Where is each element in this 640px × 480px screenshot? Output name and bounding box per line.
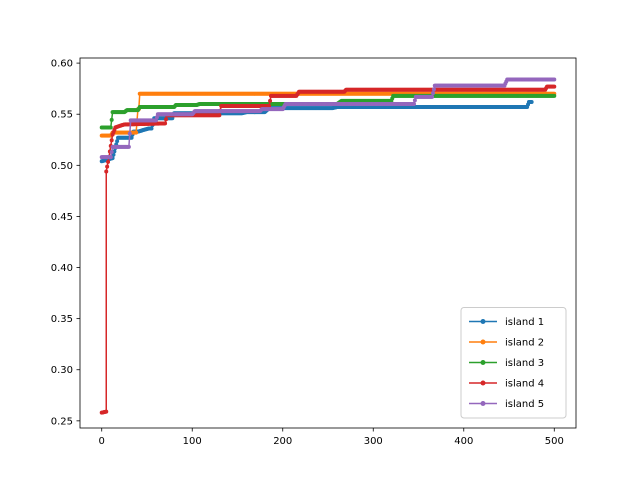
legend-label: island 2	[505, 338, 544, 349]
x-tick-label: 200	[273, 436, 292, 447]
data-point	[268, 98, 273, 103]
series-4	[99, 84, 557, 415]
x-axis: 0 100 200 300 400 500	[99, 428, 564, 447]
y-axis: 0.25 0.30 0.35 0.40 0.45 0.50 0.55 0.60	[51, 59, 80, 427]
legend: island 1 island 2 island 3 island 4 island 5	[460, 307, 567, 419]
data-point	[163, 121, 168, 126]
y-tick-label: 0.35	[51, 314, 73, 325]
data-point	[115, 139, 120, 144]
legend-swatch-marker	[480, 339, 486, 345]
legend-item: island 3	[469, 358, 544, 369]
y-tick-label: 0.60	[51, 59, 73, 70]
legend-swatch-marker	[480, 319, 486, 324]
data-point	[149, 126, 154, 131]
legend-label: island 4	[505, 379, 544, 390]
data-point	[552, 84, 557, 89]
data-point	[412, 98, 417, 103]
data-point	[126, 144, 131, 149]
data-point	[154, 118, 159, 123]
x-tick-label: 100	[183, 436, 202, 447]
data-point	[134, 130, 139, 135]
data-point	[106, 159, 111, 164]
legend-label: island 1	[505, 317, 544, 328]
legend-item: island 5	[469, 399, 544, 410]
legend-swatch-marker	[480, 401, 486, 406]
data-point	[154, 115, 159, 120]
data-point	[104, 409, 109, 414]
y-tick-label: 0.25	[51, 416, 73, 427]
y-tick-label: 0.50	[51, 161, 73, 172]
x-tick-label: 300	[364, 436, 383, 447]
data-point	[431, 87, 436, 92]
legend-box	[460, 307, 567, 419]
x-tick-label: 400	[454, 436, 473, 447]
data-point	[163, 117, 168, 122]
legend-item: island 2	[469, 338, 544, 349]
legend-label: island 5	[505, 399, 544, 410]
data-point	[105, 164, 110, 169]
series-5	[99, 77, 557, 160]
data-point	[108, 155, 113, 160]
data-point	[129, 135, 134, 140]
legend-swatch-marker	[480, 360, 486, 365]
data-point	[109, 138, 114, 143]
legend-label: island 3	[505, 358, 544, 369]
data-point	[430, 94, 435, 99]
y-tick-label: 0.55	[51, 110, 73, 121]
data-point	[109, 150, 114, 155]
legend-swatch-marker	[480, 380, 486, 386]
series-layer	[99, 77, 557, 415]
x-tick-label: 0	[99, 436, 105, 447]
y-tick-label: 0.30	[51, 365, 73, 376]
data-point	[552, 77, 557, 82]
data-point	[267, 104, 272, 109]
data-point	[529, 99, 534, 104]
data-point	[552, 93, 557, 98]
axes-frame	[79, 57, 577, 429]
data-point	[411, 101, 416, 106]
data-point	[108, 125, 113, 130]
data-point	[127, 131, 132, 136]
legend-item: island 4	[469, 379, 544, 390]
data-point	[104, 169, 109, 174]
x-tick-label: 500	[545, 436, 564, 447]
data-point	[109, 117, 114, 122]
y-tick-label: 0.40	[51, 263, 73, 274]
legend-item: island 1	[469, 317, 544, 328]
y-tick-label: 0.45	[51, 212, 73, 223]
data-point	[430, 91, 435, 96]
data-point	[217, 113, 222, 118]
